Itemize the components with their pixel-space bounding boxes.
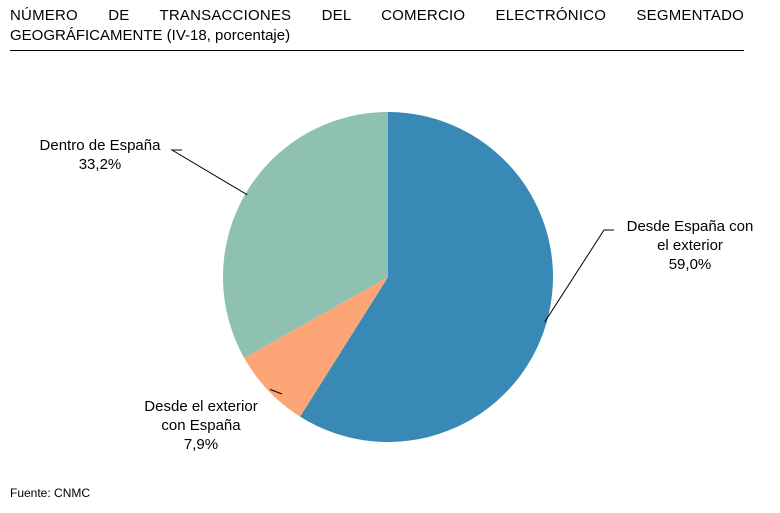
leader-line xyxy=(170,149,248,196)
slice-label-line: Desde España con xyxy=(626,218,754,235)
slice-dentro-de-espana xyxy=(222,111,388,358)
slice-label-line: Desde el exterior xyxy=(144,398,258,415)
slice-label-dentro-de-espana: Dentro de España 33,2% xyxy=(20,136,180,174)
chart-title-line1: NÚMERO DE TRANSACCIONES DEL COMERCIO ELE… xyxy=(10,7,744,24)
slice-value-label: 59,0% xyxy=(668,256,712,273)
title-underline xyxy=(10,50,744,51)
slice-label-line: con España xyxy=(161,417,241,434)
source-note: Fuente: CNMC xyxy=(10,486,91,500)
chart-title-line2: GEOGRÁFICAMENTE (IV-18, porcentaje) xyxy=(10,27,291,44)
slice-value-label: 33,2% xyxy=(78,156,122,173)
leader-line xyxy=(269,388,283,395)
slice-label-desde-exterior-con-espana: Desde el exterior con España 7,9% xyxy=(116,397,286,454)
slice-label-desde-espana-con-exterior: Desde España con el exterior 59,0% xyxy=(604,217,776,274)
slice-desde-espana-con-exterior xyxy=(300,111,554,442)
chart-title: NÚMERO DE TRANSACCIONES DEL COMERCIO ELE… xyxy=(10,6,744,46)
slice-value-label: 7,9% xyxy=(183,436,219,453)
slice-label-line: el exterior xyxy=(657,237,723,254)
slice-label-line: Dentro de España xyxy=(39,137,161,154)
slice-desde-exterior-con-espana xyxy=(244,277,388,417)
leader-line xyxy=(544,229,614,323)
